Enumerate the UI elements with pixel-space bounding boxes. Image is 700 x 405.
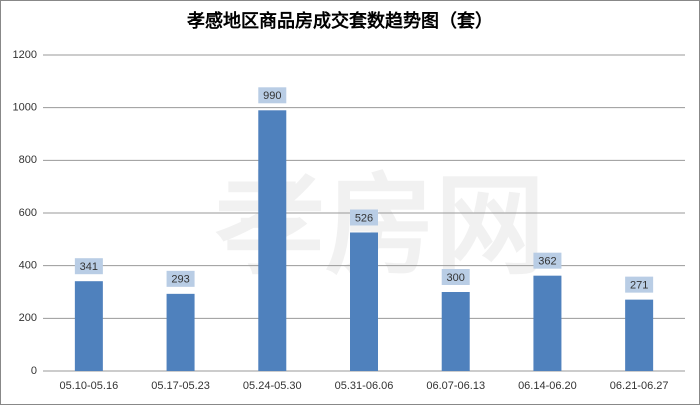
data-label: 341	[80, 261, 98, 273]
data-label-box	[625, 276, 654, 293]
x-tick-label: 06.21-06.27	[610, 380, 669, 392]
data-label: 362	[538, 256, 556, 268]
y-tick-label: 200	[19, 312, 37, 324]
x-tick-label: 06.14-06.20	[518, 380, 577, 392]
bar	[625, 299, 654, 371]
bar	[166, 293, 195, 371]
data-label-box	[258, 87, 287, 104]
chart-title: 孝感地区商品房成交套数趋势图（套）	[186, 10, 493, 31]
data-label: 990	[263, 90, 281, 102]
data-label: 293	[171, 274, 189, 286]
data-label: 526	[355, 212, 373, 224]
y-tick-label: 600	[19, 207, 37, 219]
x-tick-label: 05.24-05.30	[243, 380, 302, 392]
data-label-box	[74, 258, 103, 275]
x-tick-label: 05.31-06.06	[335, 380, 394, 392]
bar	[441, 292, 470, 371]
y-tick-label: 0	[31, 365, 37, 377]
x-tick-label: 05.10-05.16	[59, 380, 118, 392]
y-tick-label: 1200	[13, 49, 37, 61]
data-label-box	[441, 269, 470, 285]
bar	[350, 232, 378, 371]
data-label: 271	[630, 280, 648, 292]
bar	[258, 110, 287, 372]
data-label: 300	[447, 272, 465, 284]
bar	[533, 275, 562, 371]
x-tick-label: 05.17-05.23	[151, 380, 210, 392]
y-tick-label: 400	[19, 260, 37, 272]
data-label-box	[350, 209, 378, 226]
data-label-box	[166, 270, 195, 287]
data-label-box	[533, 252, 562, 269]
bar	[74, 281, 103, 371]
y-tick-label: 800	[19, 154, 37, 166]
x-tick-label: 06.07-06.13	[426, 380, 485, 392]
y-tick-label: 1000	[13, 102, 37, 114]
